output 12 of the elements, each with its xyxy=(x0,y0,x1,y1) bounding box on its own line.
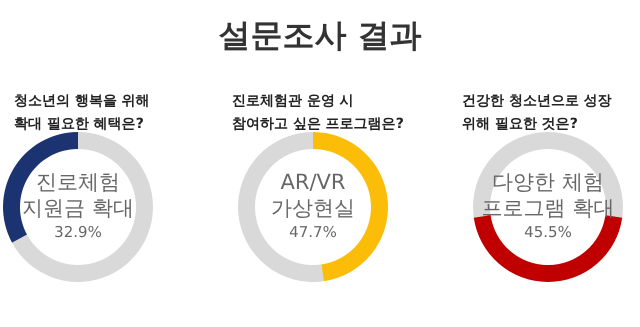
donut-slice xyxy=(473,132,623,218)
chart-title: 청소년의 행복을 위해 확대 필요한 혜택은? xyxy=(14,92,151,134)
slice-label: AR/VR 가상현실 xyxy=(270,169,356,221)
chart-title: 건강한 청소년으로 성장 위해 필요한 것은? xyxy=(462,92,613,134)
slice-label: 진로체험 지원금 확대 xyxy=(21,169,135,221)
text: 설문조사 결과 xyxy=(217,15,423,56)
chart-title: 진로체험관 운영 시 참여하고 싶은 프로그램은? xyxy=(232,92,405,134)
data-label: 32.9% xyxy=(53,222,103,243)
donut-slice xyxy=(12,132,153,282)
data-label: 47.7% xyxy=(288,222,338,243)
data-label: 45.5% xyxy=(523,222,573,243)
slice-label: 다양한 체험 프로그램 확대 xyxy=(480,169,616,221)
